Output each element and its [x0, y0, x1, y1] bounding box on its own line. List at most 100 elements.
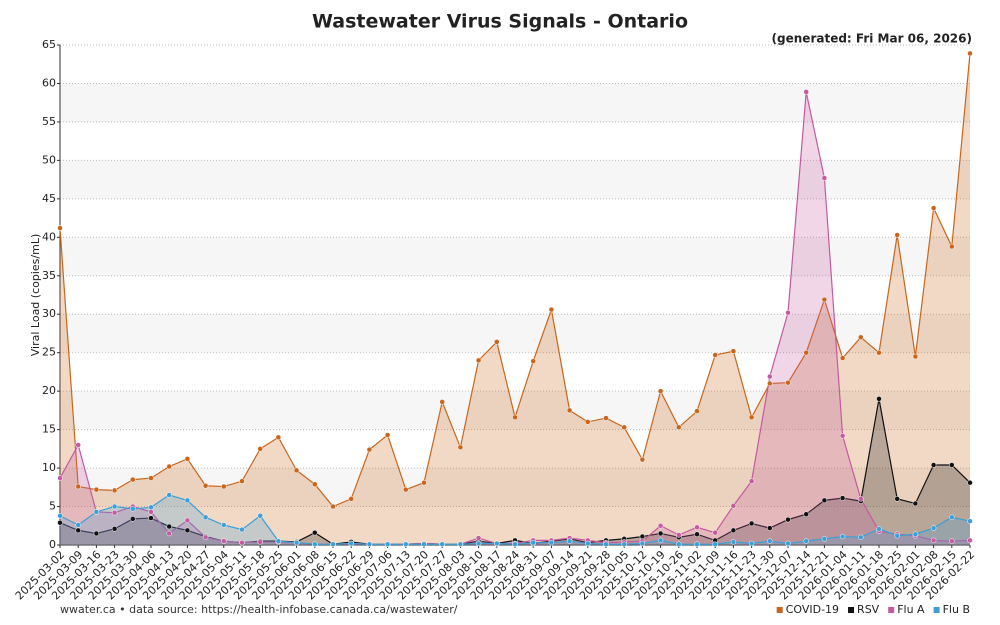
- data-point: [639, 533, 646, 540]
- data-point: [148, 504, 154, 511]
- data-point: [111, 526, 118, 532]
- y-tick-label: 30: [42, 307, 56, 320]
- data-point: [421, 479, 427, 486]
- data-point: [166, 523, 172, 530]
- data-point: [293, 539, 300, 546]
- data-point: [512, 414, 518, 421]
- data-point: [657, 523, 664, 529]
- data-point: [148, 475, 154, 481]
- data-point: [257, 539, 263, 545]
- legend-label: COVID-19: [786, 603, 839, 616]
- data-point: [403, 486, 409, 493]
- data-point: [785, 540, 791, 547]
- data-point: [457, 541, 464, 547]
- data-point: [949, 462, 955, 468]
- data-point: [730, 503, 737, 509]
- data-point: [439, 399, 445, 405]
- data-point: [858, 334, 864, 341]
- data-point: [967, 537, 973, 544]
- y-tick-label: 0: [49, 538, 56, 551]
- series-area: [60, 495, 970, 545]
- data-point: [184, 497, 191, 504]
- data-point: [202, 514, 209, 521]
- data-point: [530, 358, 536, 364]
- data-point: [57, 519, 63, 526]
- data-point: [785, 379, 791, 386]
- data-point: [130, 516, 136, 522]
- data-point: [312, 529, 318, 536]
- data-point: [548, 539, 555, 546]
- data-point: [75, 483, 81, 490]
- series-area: [60, 91, 970, 545]
- data-point: [858, 534, 864, 541]
- data-point: [257, 446, 263, 452]
- data-point: [348, 540, 354, 547]
- y-tick-label: 40: [42, 230, 56, 243]
- data-point: [767, 380, 773, 387]
- data-point: [967, 50, 973, 57]
- data-point: [148, 515, 154, 521]
- data-point: [839, 495, 846, 501]
- data-point: [748, 414, 755, 421]
- data-point: [93, 486, 100, 493]
- data-point: [821, 497, 828, 504]
- data-point: [75, 442, 81, 448]
- y-tick-label: 45: [42, 192, 56, 205]
- data-point: [494, 339, 500, 345]
- data-point: [566, 538, 573, 544]
- data-point: [93, 530, 100, 537]
- data-point: [803, 89, 809, 95]
- data-point: [767, 525, 773, 531]
- legend-swatch: [848, 607, 855, 613]
- grid-band: [60, 468, 970, 507]
- legend: COVID-19 RSV Flu A Flu B: [776, 603, 970, 616]
- data-point: [184, 527, 191, 534]
- data-point: [657, 530, 664, 537]
- data-point: [384, 541, 391, 547]
- legend-swatch: [776, 607, 783, 613]
- data-point: [930, 537, 937, 544]
- y-tick-label: 25: [42, 346, 56, 359]
- data-point: [821, 296, 828, 303]
- y-tick-label: 35: [42, 269, 56, 282]
- data-point: [767, 373, 773, 380]
- data-point: [457, 444, 464, 451]
- data-point: [730, 527, 737, 534]
- data-point: [730, 539, 737, 545]
- data-point: [566, 407, 573, 414]
- source-note: wwater.ca • data source: https://health-…: [60, 603, 458, 616]
- y-tick-label: 15: [42, 423, 56, 436]
- data-point: [257, 513, 263, 519]
- data-point: [111, 487, 118, 494]
- data-point: [785, 309, 791, 316]
- y-tick-label: 65: [42, 38, 56, 51]
- data-point: [694, 408, 700, 414]
- data-point: [239, 478, 245, 484]
- data-point: [712, 541, 718, 547]
- grid-band: [60, 160, 970, 199]
- data-point: [93, 509, 100, 515]
- data-point: [130, 476, 136, 483]
- data-point: [75, 522, 81, 528]
- data-point: [930, 205, 937, 211]
- data-point: [585, 540, 591, 547]
- data-point: [676, 424, 682, 431]
- data-point: [694, 541, 700, 547]
- data-point: [803, 511, 809, 517]
- data-point: [894, 232, 900, 238]
- data-point: [439, 541, 445, 547]
- data-point: [748, 520, 755, 527]
- generated-note: (generated: Fri Mar 06, 2026): [772, 32, 972, 46]
- data-point: [821, 175, 828, 181]
- data-point: [530, 539, 536, 546]
- data-point: [894, 533, 900, 539]
- data-point: [694, 524, 700, 531]
- data-point: [694, 531, 700, 537]
- data-point: [384, 432, 391, 438]
- data-point: [657, 388, 664, 394]
- data-point: [330, 503, 336, 510]
- data-point: [712, 529, 718, 536]
- data-point: [748, 478, 755, 484]
- data-point: [803, 349, 809, 356]
